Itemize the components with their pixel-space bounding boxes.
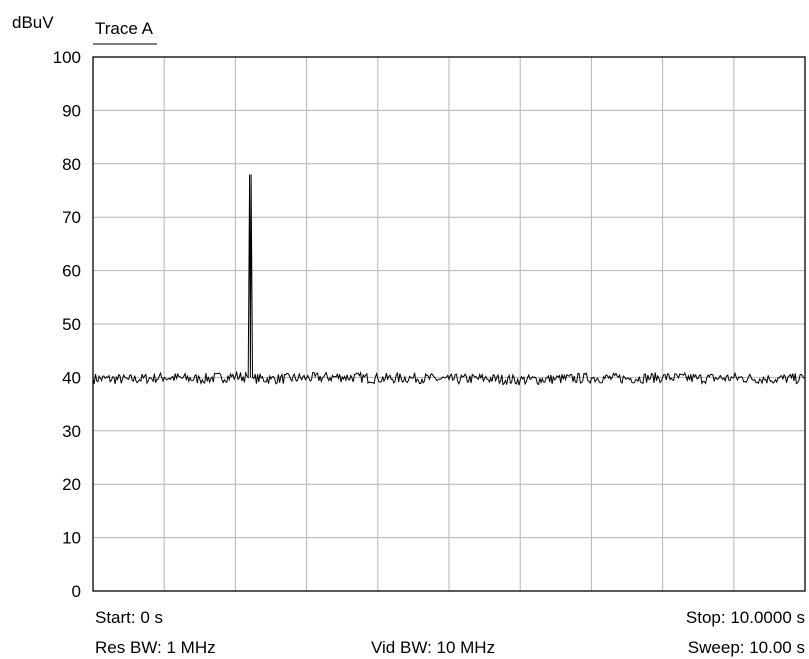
- y-tick-label: 70: [62, 208, 81, 227]
- res-bw-label: Res BW: 1 MHz: [95, 638, 216, 657]
- grid: [93, 57, 805, 591]
- y-tick-label: 10: [62, 529, 81, 548]
- y-tick-label: 100: [53, 48, 81, 67]
- start-label: Start: 0 s: [95, 608, 163, 627]
- y-tick-label: 90: [62, 101, 81, 120]
- y-tick-label: 0: [72, 582, 81, 601]
- chart-title: Trace A: [95, 19, 154, 38]
- y-tick-label: 20: [62, 475, 81, 494]
- y-tick-label: 50: [62, 315, 81, 334]
- y-tick-label: 40: [62, 368, 81, 387]
- y-tick-labels: 0 10 20 30 40 50 60 70 80 90 100: [53, 48, 81, 601]
- y-tick-label: 30: [62, 422, 81, 441]
- plot-frame: [92, 56, 806, 592]
- y-tick-label: 80: [62, 155, 81, 174]
- sweep-label: Sweep: 10.00 s: [688, 638, 805, 657]
- y-axis-label: dBuV: [12, 13, 54, 32]
- stop-label: Stop: 10.0000 s: [686, 608, 805, 627]
- y-tick-label: 60: [62, 262, 81, 281]
- vid-bw-label: Vid BW: 10 MHz: [371, 638, 495, 657]
- series-line-trace-a: [92, 174, 806, 386]
